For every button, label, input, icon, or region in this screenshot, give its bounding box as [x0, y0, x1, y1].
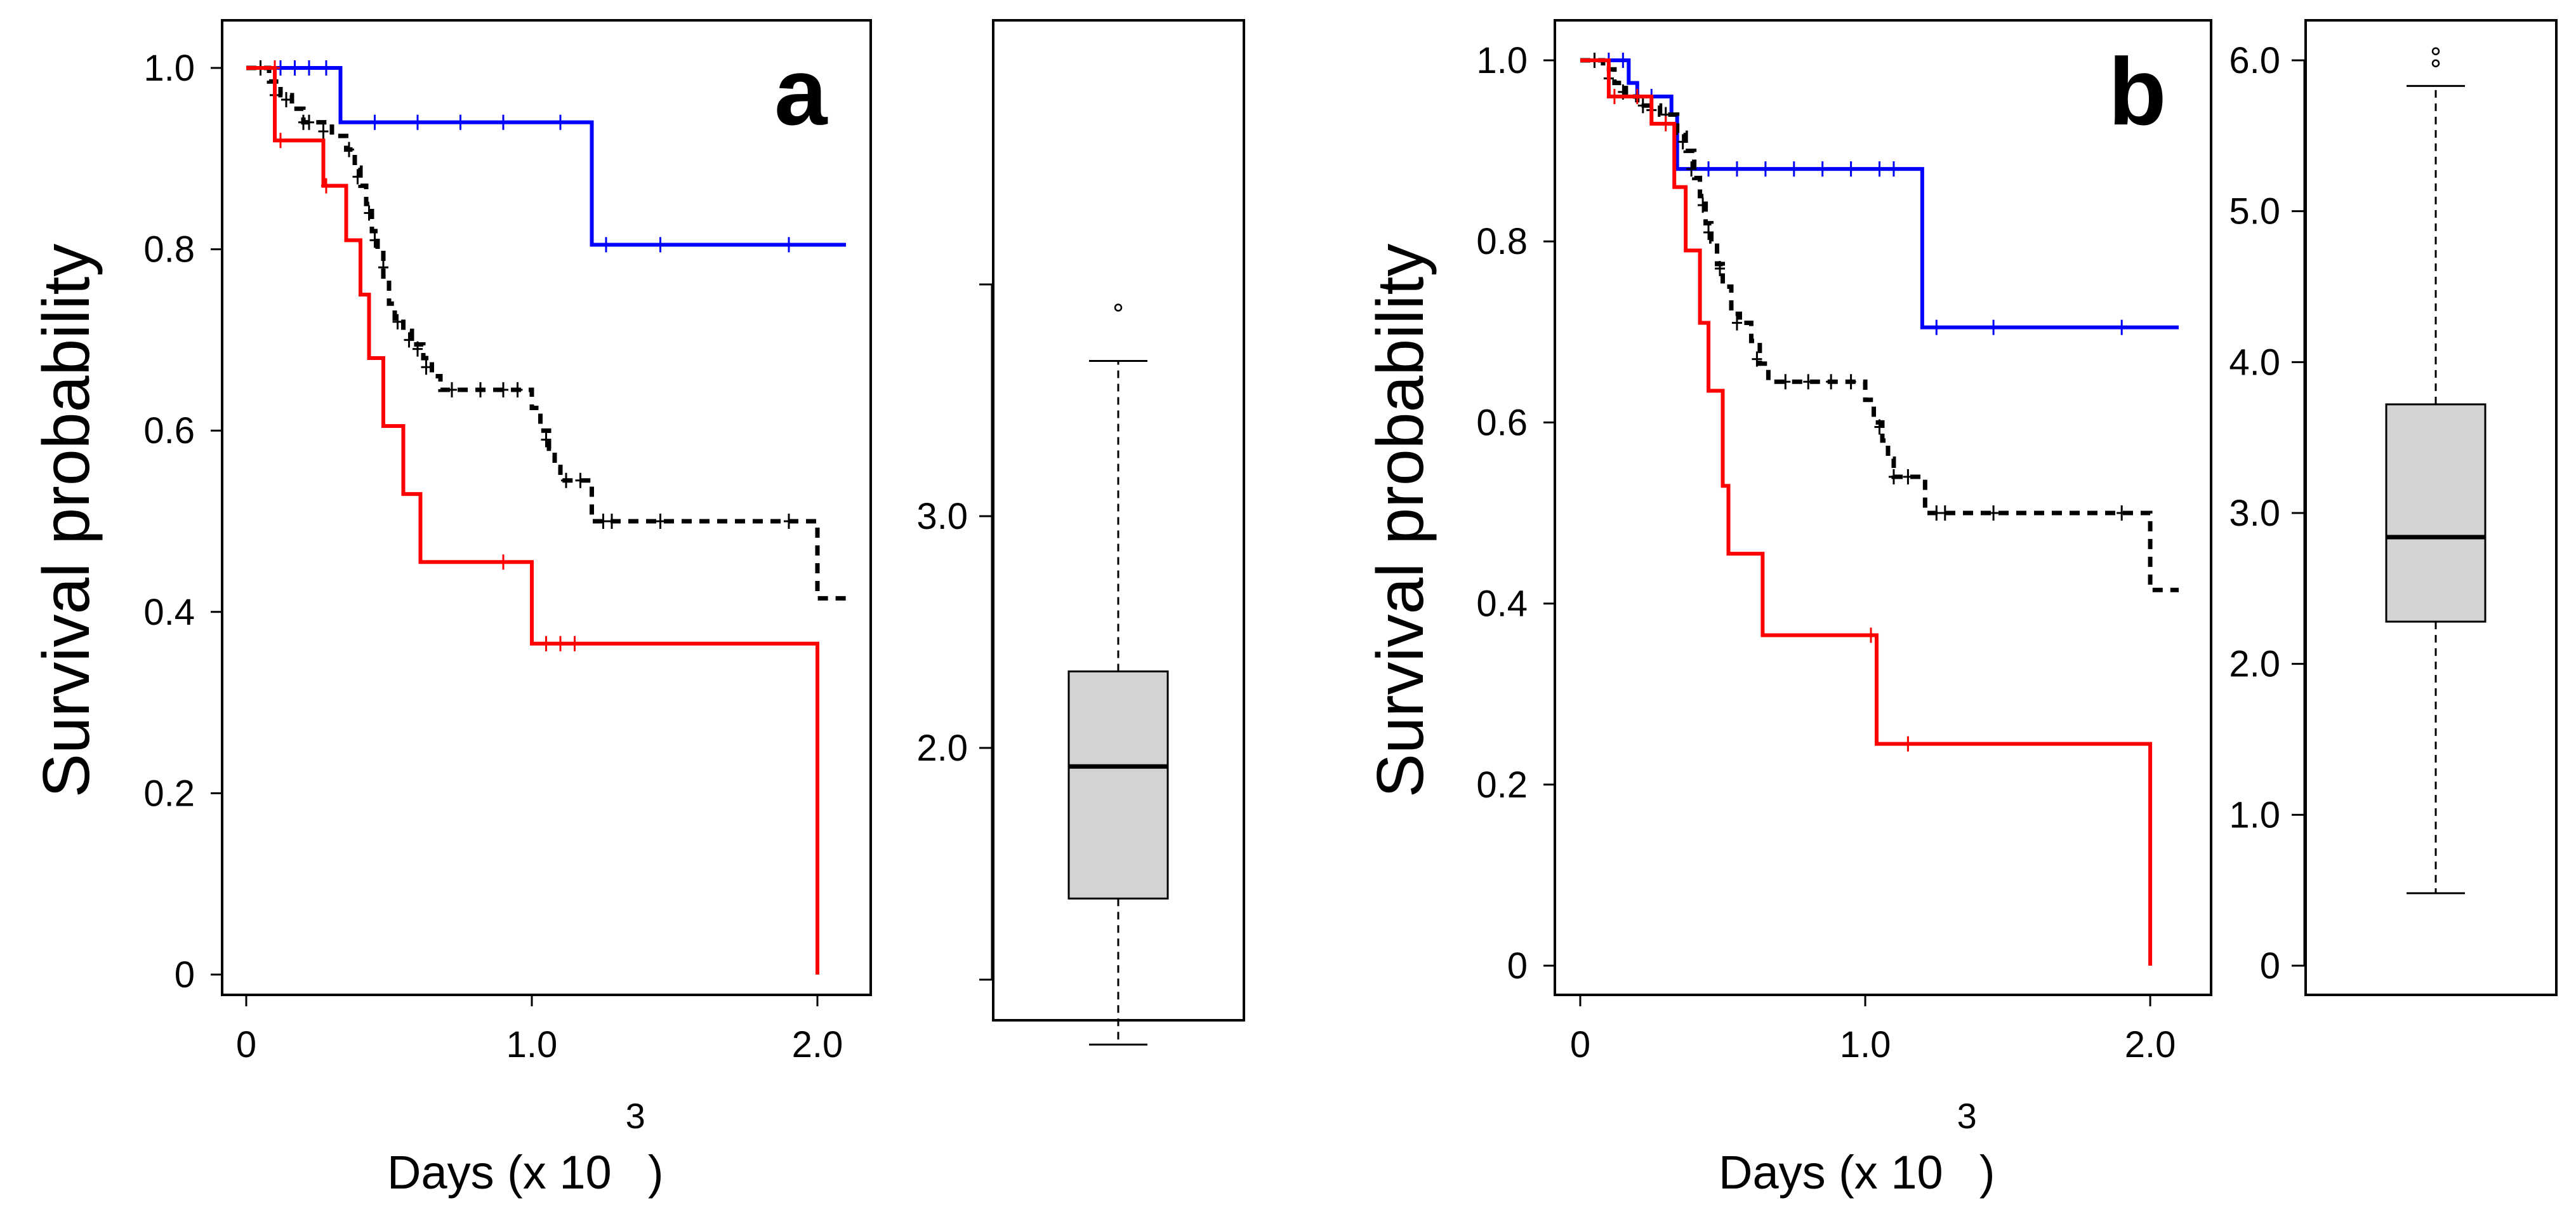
panel-a-x-tick-label: 1.0: [506, 1024, 558, 1065]
panel-b-y-tick-label: 0.2: [1476, 764, 1528, 806]
panel-a-letter: a: [774, 38, 828, 145]
panel-b-xlabel-close: ): [1979, 1146, 1995, 1199]
panel-a-boxplot: [1067, 303, 1169, 1046]
panel-a-km-frame: [221, 19, 872, 996]
panel-b-box-y-tick-label: 2.0: [2229, 644, 2280, 685]
panel-b-y-tick-label: 1.0: [1476, 40, 1528, 81]
panel-b: Survival probability 0 0.2 0.4 0.6 0.8 1.0 0 1…: [1364, 19, 2558, 1199]
panel-a-curve-high-risk: [246, 66, 819, 975]
panel-b-km-frame: [1554, 19, 2212, 996]
panel-b-box-y-tick-label: 1.0: [2229, 794, 2280, 836]
panel-a-x-tick-label: 2.0: [792, 1024, 843, 1065]
panel-a-box-y-tick-label: 3.0: [916, 496, 968, 537]
panel-a-xlabel-close: ): [648, 1146, 664, 1199]
panel-b-box-y-tick-label: 6.0: [2229, 40, 2280, 81]
panel-a-xlabel: Days (x 10 3): [387, 1096, 663, 1199]
panel-b-curve-low-risk: [1580, 58, 2179, 330]
panel-a-y-tick-label: 0.8: [143, 229, 195, 270]
panel-b-xlabel: Days (x 10 3): [1719, 1096, 1995, 1199]
panel-b-box-outlier: [2431, 59, 2440, 68]
panel-a-y-tick-label: 0.2: [143, 773, 195, 814]
panel-b-y-axis: 0 0.2 0.4 0.6 0.8 1.0: [1476, 40, 1556, 987]
panel-b-curve-all: [1580, 58, 2179, 592]
panel-b-box-y-tick-label: 4.0: [2229, 342, 2280, 383]
panel-a-y-axis: 0 0.2 0.4 0.6 0.8 1.0: [143, 48, 223, 996]
panel-b-xlabel-exponent: 3: [1957, 1096, 1977, 1136]
panel-b-x-tick-label: 2.0: [2125, 1024, 2176, 1065]
panel-b-box-iqr: [2385, 403, 2487, 623]
panel-b-y-tick-label: 0: [1507, 945, 1528, 987]
panel-a-box-outlier: [1114, 303, 1123, 312]
panel-a-box-y-tick-label: 2.0: [916, 728, 968, 769]
panel-a-xlabel-exponent: 3: [626, 1096, 645, 1136]
panel-b-boxplot-frame: [2304, 19, 2558, 996]
panel-b-curve-high-risk: [1580, 58, 2153, 966]
panel-b-y-tick-label: 0.8: [1476, 221, 1528, 262]
panel-b-y-tick-label: 0.4: [1476, 583, 1528, 625]
panel-b-box-y-tick-label: 0: [2260, 945, 2280, 987]
panel-a-x-tick-label: 0: [236, 1024, 256, 1065]
panel-b-letter: b: [2108, 38, 2167, 145]
panel-b-boxplot-y-axis: 0 1.0 2.0 3.0 4.0 5.0 6.0: [2229, 40, 2306, 987]
panel-a-box-iqr: [1067, 670, 1169, 900]
panel-a-y-tick-label: 1.0: [143, 48, 195, 89]
panel-b-box-outlier: [2431, 47, 2440, 55]
panel-a: Survival probability 0 0.2 0.4 0.6 0.8 1.0 0 1…: [30, 19, 1245, 1199]
panel-b-box-y-tick-label: 5.0: [2229, 191, 2280, 232]
panel-b-x-tick-label: 0: [1570, 1024, 1590, 1065]
panel-b-ylabel: Survival probability: [1364, 244, 1437, 798]
panel-a-ylabel: Survival probability: [30, 244, 103, 798]
panel-b-km-curves: [1580, 53, 2179, 966]
panel-a-y-tick-label: 0.4: [143, 592, 195, 633]
panel-b-boxplot: [2385, 47, 2487, 895]
panel-b-y-tick-label: 0.6: [1476, 402, 1528, 443]
panel-a-y-tick-label: 0.6: [143, 410, 195, 451]
panel-a-y-tick-label: 0: [175, 954, 195, 996]
panel-b-x-tick-label: 1.0: [1840, 1024, 1891, 1065]
panel-a-xlabel-main: Days (x 10: [387, 1146, 612, 1199]
panel-b-xlabel-main: Days (x 10: [1719, 1146, 1943, 1199]
panel-a-km-curves: [246, 60, 846, 975]
panel-b-box-y-tick-label: 3.0: [2229, 493, 2280, 534]
